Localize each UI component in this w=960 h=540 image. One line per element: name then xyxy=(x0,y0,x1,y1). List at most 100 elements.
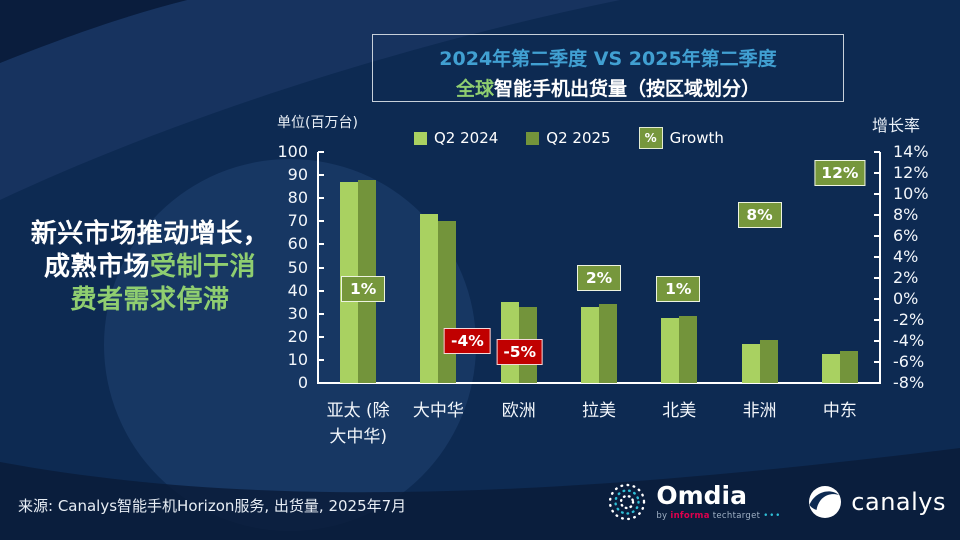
legend-item-growth: % Growth xyxy=(638,127,724,149)
left-axis-tick xyxy=(318,358,324,361)
bar-q2-2025 xyxy=(679,316,698,383)
bar-q2-2024 xyxy=(581,306,599,383)
x-axis-label: 北美 xyxy=(662,401,697,421)
left-axis-tick xyxy=(318,335,324,338)
bar-q2-2024 xyxy=(661,318,680,383)
growth-label: -4% xyxy=(444,328,491,354)
legend-label-q2-2024: Q2 2024 xyxy=(434,129,499,147)
legend-growth-badge-icon: % xyxy=(638,127,663,149)
right-axis-tick-label: -6% xyxy=(893,352,925,371)
right-axis-tick xyxy=(874,340,880,342)
right-axis-tick xyxy=(874,172,880,174)
left-axis-tick xyxy=(318,243,324,246)
title-line2-highlight: 全球 xyxy=(455,78,494,100)
brand-logos: Omdia by informa techtarget ••• canalys xyxy=(606,481,946,523)
right-axis-tick-label: 14% xyxy=(893,142,929,161)
legend-item-q2-2024: Q2 2024 xyxy=(414,129,498,147)
left-axis-tick xyxy=(318,151,324,153)
left-axis-title: 单位(百万台) xyxy=(277,115,358,131)
right-axis-tick-label: 12% xyxy=(893,163,929,182)
left-axis-tick-label: 10 xyxy=(287,349,308,369)
legend-swatch-q2-2025-icon xyxy=(526,131,540,145)
left-axis-tick xyxy=(318,289,324,292)
left-axis-tick-label: 50 xyxy=(287,257,308,277)
growth-label: -5% xyxy=(496,338,544,365)
left-axis-tick xyxy=(318,382,324,384)
canalys-wordmark: canalys xyxy=(851,488,946,516)
left-axis-tick-label: 20 xyxy=(287,326,308,346)
bar-q2-2025 xyxy=(438,221,457,383)
chart-title-box: 2024年第二季度 VS 2025年第二季度 全球智能手机出货量（按区域划分） xyxy=(372,34,844,102)
legend-label-growth: Growth xyxy=(669,129,724,147)
omdia-by: by xyxy=(656,511,668,521)
right-axis-tick-label: 4% xyxy=(893,247,919,266)
growth-label: 1% xyxy=(656,275,701,302)
headline: 新兴市场推动增长， 成熟市场受制于消 费者需求停滞 xyxy=(14,218,286,317)
left-axis-tick-label: 40 xyxy=(287,280,308,300)
left-axis-tick xyxy=(318,174,324,177)
x-axis-label: 亚太 (除 大中华) xyxy=(326,401,390,448)
right-axis-tick xyxy=(874,319,880,321)
omdia-dots: ••• xyxy=(763,511,782,521)
left-axis-tick-label: 30 xyxy=(287,303,308,323)
omdia-techtarget: techtarget xyxy=(712,511,761,521)
right-axis-tick-label: 8% xyxy=(893,205,919,224)
right-axis-tick-label: -2% xyxy=(893,310,925,329)
left-axis-tick xyxy=(318,197,324,200)
bar-q2-2025 xyxy=(599,304,617,383)
left-axis-tick xyxy=(318,312,324,315)
right-axis-tick-label: 6% xyxy=(893,226,919,245)
bar-q2-2024 xyxy=(741,343,760,383)
right-axis-tick xyxy=(874,382,880,384)
omdia-wordmark: Omdia xyxy=(656,481,747,510)
left-axis-tick-label: 70 xyxy=(287,211,308,231)
right-axis-line xyxy=(879,152,881,383)
growth-label: 2% xyxy=(577,265,621,291)
left-axis-tick-label: 60 xyxy=(287,234,308,254)
x-axis-label: 拉美 xyxy=(582,401,616,421)
omdia-logo-icon xyxy=(609,483,646,521)
left-axis-tick-label: 80 xyxy=(287,188,308,208)
right-axis-tick xyxy=(874,214,880,216)
title-line1: 2024年第二季度 VS 2025年第二季度 xyxy=(439,48,777,70)
bar-q2-2025 xyxy=(839,350,858,383)
left-axis-tick xyxy=(318,266,324,269)
growth-label: 8% xyxy=(737,202,782,228)
canalys-logo-icon xyxy=(809,486,842,518)
x-axis-label: 中东 xyxy=(822,401,857,421)
canalys-logo: canalys xyxy=(807,484,946,520)
omdia-logo: Omdia by informa techtarget ••• xyxy=(606,481,781,523)
x-axis-label: 大中华 xyxy=(412,401,464,421)
right-axis-tick xyxy=(874,193,880,195)
x-axis-label: 非洲 xyxy=(742,401,777,421)
bar-q2-2025 xyxy=(759,340,778,383)
left-axis-tick-label: 90 xyxy=(287,165,308,185)
right-axis-tick xyxy=(874,298,880,300)
left-axis-tick-label: 100 xyxy=(277,142,308,161)
right-axis-tick xyxy=(874,277,880,279)
right-axis-tick xyxy=(874,151,880,153)
legend-swatch-q2-2024-icon xyxy=(414,131,427,145)
bar-q2-2024 xyxy=(821,354,840,383)
headline-line2-white: 成熟市场 xyxy=(43,252,150,283)
bar-q2-2024 xyxy=(420,214,439,383)
left-axis-tick-label: 0 xyxy=(297,373,308,392)
headline-line2-green: 受制于消 xyxy=(150,252,257,283)
x-axis-label: 欧洲 xyxy=(501,401,536,421)
growth-label: 1% xyxy=(341,275,386,302)
headline-line1: 新兴市场推动增长， xyxy=(30,219,270,249)
source-note: 来源: Canalys智能手机Horizon服务, 出货量, 2025年7月 xyxy=(18,497,407,515)
right-axis-tick xyxy=(874,235,880,237)
x-axis-line xyxy=(317,382,881,384)
right-axis-tick-label: -4% xyxy=(893,331,925,350)
headline-line3-green: 费者需求停滞 xyxy=(70,285,230,316)
legend: Q2 2024 Q2 2025 % Growth xyxy=(414,127,724,149)
growth-label: 12% xyxy=(814,160,866,186)
left-axis-tick xyxy=(318,220,324,223)
legend-label-q2-2025: Q2 2025 xyxy=(546,129,611,147)
right-axis-tick-label: 10% xyxy=(893,184,929,203)
title-line2-rest: 智能手机出货量（按区域划分） xyxy=(494,78,761,100)
